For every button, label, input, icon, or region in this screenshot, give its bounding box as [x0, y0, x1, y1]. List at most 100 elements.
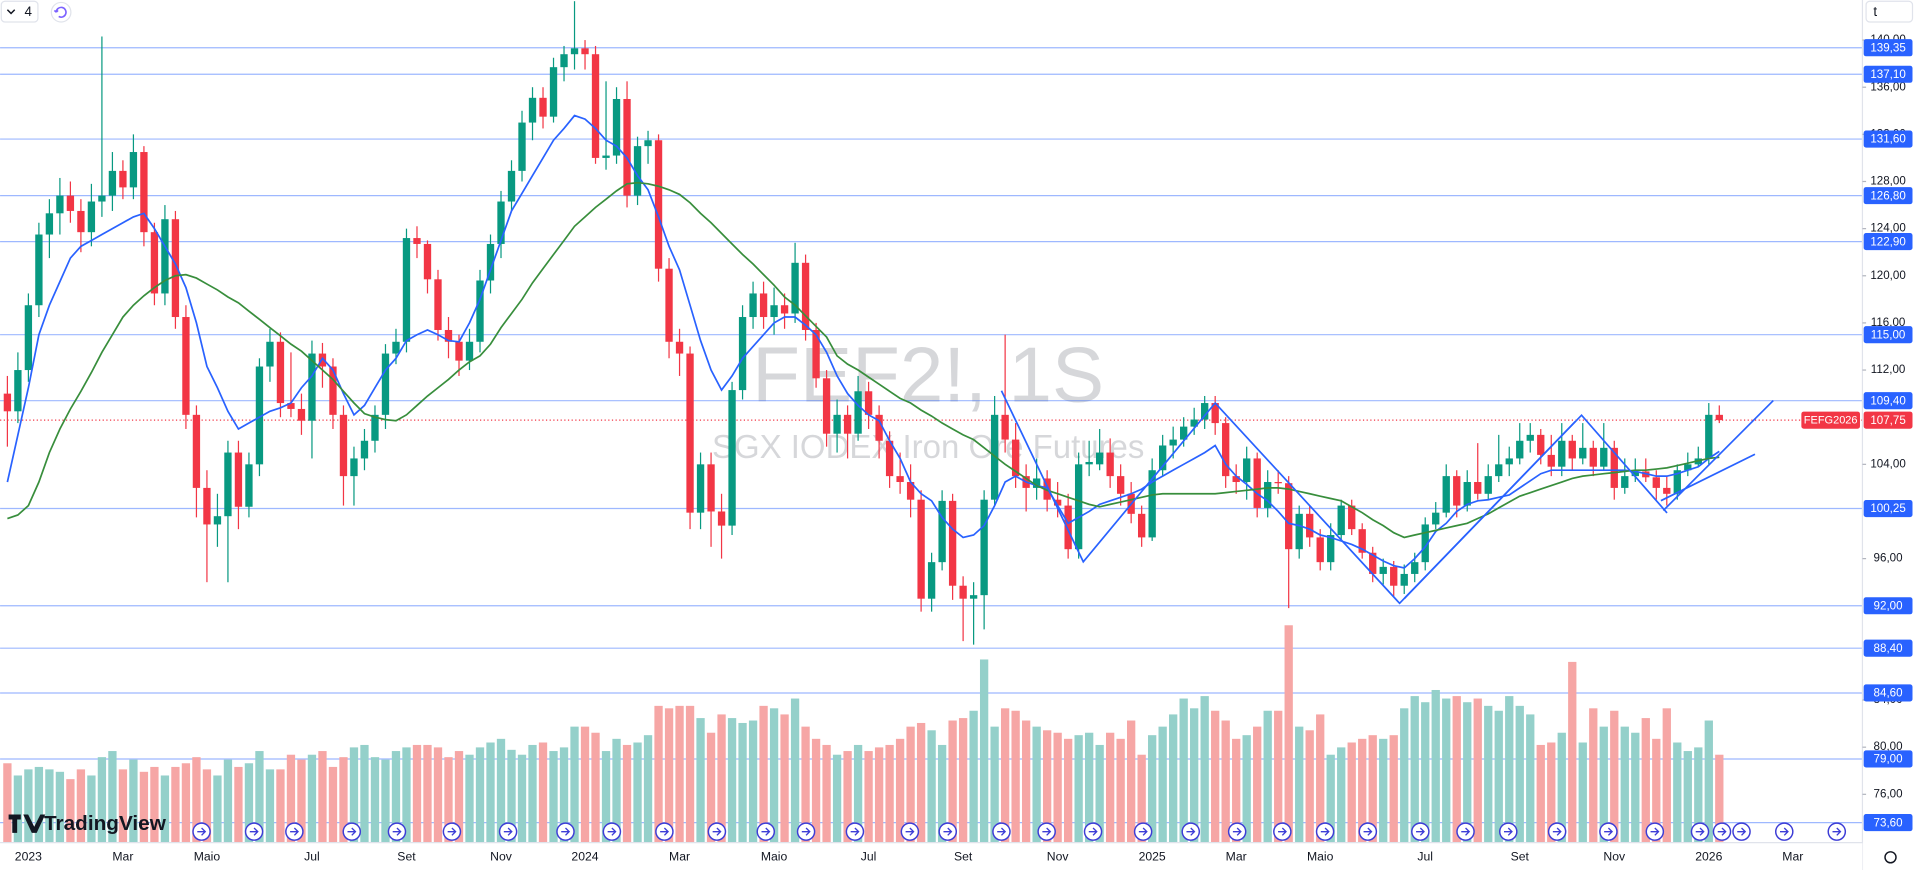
candle-body	[1232, 476, 1240, 483]
volume-bar	[1610, 710, 1619, 843]
volume-bar	[475, 747, 485, 843]
event-icon[interactable]	[442, 822, 462, 841]
volume-bar	[349, 747, 359, 843]
event-icon[interactable]	[1358, 822, 1378, 841]
event-icon[interactable]	[938, 822, 958, 841]
candle-body	[161, 219, 169, 294]
chevron-icon	[6, 9, 16, 15]
event-icon[interactable]	[1273, 822, 1292, 841]
event-icon[interactable]	[1411, 822, 1430, 841]
event-icon[interactable]	[756, 822, 776, 841]
event-icon[interactable]	[192, 822, 211, 841]
candle-body	[507, 170, 516, 202]
event-icon[interactable]	[285, 822, 304, 841]
scale-button[interactable]	[1865, 0, 1914, 23]
volume-bar	[1715, 754, 1724, 843]
volume-bar	[1200, 696, 1209, 843]
event-icon[interactable]	[1645, 822, 1665, 841]
candle-body	[1673, 470, 1681, 494]
volume-bar	[433, 747, 443, 843]
volume-bar	[444, 757, 453, 843]
event-icon[interactable]	[556, 822, 575, 841]
event-icon[interactable]	[1037, 822, 1056, 841]
event-icon[interactable]	[1712, 822, 1732, 841]
level-label-box	[1863, 499, 1913, 518]
refresh-button[interactable]	[50, 1, 72, 23]
candle-body	[66, 195, 75, 211]
settings-icon[interactable]	[1884, 851, 1897, 864]
event-icon[interactable]	[1827, 822, 1847, 841]
volume-bar	[654, 705, 663, 843]
volume-bar	[1473, 698, 1482, 843]
candle-body	[1652, 477, 1660, 488]
event-icon[interactable]	[1732, 822, 1751, 841]
event-icon[interactable]	[1133, 822, 1153, 841]
candle-body	[203, 487, 211, 525]
candle-body	[150, 232, 159, 294]
candle-body	[255, 366, 264, 465]
event-icon[interactable]	[387, 822, 407, 841]
volume-bar	[1074, 735, 1083, 843]
volume-bar	[958, 718, 968, 843]
x-tick-label: Set	[397, 850, 416, 864]
candle-body	[833, 414, 841, 434]
event-icon[interactable]	[845, 822, 865, 841]
volume-bar	[87, 775, 96, 843]
level-label: 73,60	[1874, 816, 1903, 829]
candle-body	[791, 262, 799, 314]
event-icon[interactable]	[1227, 822, 1247, 841]
event-icon[interactable]	[342, 822, 362, 841]
event-icon[interactable]	[1315, 822, 1335, 841]
top-toolbar: 4 t	[0, 0, 1914, 23]
event-icon[interactable]	[1599, 822, 1618, 841]
candle-body	[1526, 434, 1534, 441]
event-icon[interactable]	[1690, 822, 1710, 841]
candle-body	[602, 155, 610, 158]
event-icon[interactable]	[655, 822, 674, 841]
event-icon[interactable]	[602, 822, 622, 841]
volume-bar	[454, 751, 464, 843]
event-icon[interactable]	[900, 822, 920, 841]
interval-button[interactable]	[0, 0, 39, 23]
y-tick-label: 104,00	[1870, 457, 1905, 470]
event-icon[interactable]	[1547, 822, 1567, 841]
x-tick-label: Jul	[861, 850, 877, 864]
logo-icon	[8, 814, 46, 833]
volume-bar	[1263, 710, 1272, 843]
volume-bar	[223, 759, 233, 843]
volume-bar	[370, 757, 380, 843]
event-icon[interactable]	[498, 822, 518, 841]
event-icon[interactable]	[796, 822, 816, 841]
candle-body	[528, 97, 537, 123]
event-arrow	[447, 827, 457, 836]
event-arrow	[1320, 827, 1330, 836]
event-icon[interactable]	[1498, 822, 1518, 841]
volume-bar	[360, 744, 369, 843]
event-icon[interactable]	[244, 822, 264, 841]
volume-bar	[759, 705, 768, 843]
event-icon[interactable]	[1083, 822, 1103, 841]
volume-bar	[643, 735, 653, 843]
candle-body	[1253, 458, 1261, 508]
volume-bar	[780, 714, 789, 843]
level-label-box	[1863, 639, 1913, 657]
event-icon[interactable]	[992, 822, 1011, 841]
x-tick-label: Nov	[1603, 850, 1626, 864]
candle-body	[780, 305, 789, 314]
candle-body	[896, 476, 904, 483]
event-arrow	[1832, 827, 1842, 836]
candle-body	[381, 353, 390, 415]
settings[interactable]	[1884, 851, 1897, 864]
volume-bar	[1400, 708, 1409, 843]
volume-bar	[391, 751, 401, 843]
candle-body	[1201, 403, 1209, 420]
volume-bar	[769, 708, 779, 843]
y-tick-label: 116,00	[1871, 316, 1906, 329]
event-icon[interactable]	[1456, 822, 1475, 841]
level-label-box	[1863, 130, 1913, 148]
event-icon[interactable]	[707, 822, 727, 841]
event-icon[interactable]	[1181, 822, 1201, 841]
candle-body	[392, 341, 400, 354]
event-icon[interactable]	[1774, 822, 1794, 841]
candle-body	[423, 243, 432, 280]
